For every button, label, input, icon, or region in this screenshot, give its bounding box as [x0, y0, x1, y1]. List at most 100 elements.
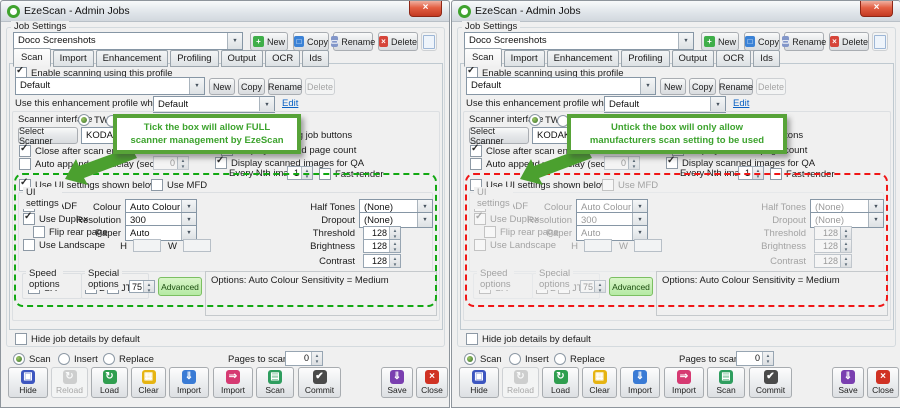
- tab-profiling[interactable]: Profiling: [170, 50, 219, 67]
- mode-scan-radio[interactable]: [464, 353, 476, 365]
- job-document-button[interactable]: [421, 32, 437, 51]
- mode-insert-radio[interactable]: [509, 353, 521, 365]
- auto-append-delay-spinner[interactable]: 0: [604, 156, 640, 170]
- scan-profile-delete-button[interactable]: Delete: [756, 78, 786, 95]
- job-profile-select[interactable]: Doco Screenshots: [464, 32, 694, 50]
- scan-button[interactable]: ▤ Scan: [707, 367, 745, 398]
- colour-select[interactable]: Auto Colour: [576, 199, 648, 215]
- use-landscape-checkbox[interactable]: [23, 239, 35, 251]
- flip-rear-option[interactable]: Flip rear page: [33, 226, 108, 238]
- window-close-button[interactable]: ×: [409, 1, 442, 17]
- tab-enhancement[interactable]: Enhancement: [546, 50, 620, 67]
- height-input[interactable]: [133, 239, 161, 252]
- height-input[interactable]: [584, 239, 612, 252]
- paper-select[interactable]: Auto: [576, 225, 648, 241]
- scan-button[interactable]: ▤ Scan: [256, 367, 294, 398]
- tab-profiling[interactable]: Profiling: [621, 50, 670, 67]
- use-duplex-option[interactable]: Use Duplex: [23, 211, 88, 225]
- every-nth-image-spinner[interactable]: 1: [738, 166, 764, 180]
- titlebar[interactable]: EzeScan - Admin Jobs ×: [1, 1, 449, 22]
- hide-job-details-checkbox[interactable]: [466, 333, 478, 345]
- load-button[interactable]: ↻ Load: [542, 367, 579, 398]
- job-profile-select[interactable]: Doco Screenshots: [13, 32, 243, 50]
- tab-output[interactable]: Output: [220, 50, 264, 67]
- tab-import[interactable]: Import: [503, 50, 545, 67]
- use-landscape-checkbox[interactable]: [474, 239, 486, 251]
- width-input[interactable]: [634, 239, 662, 252]
- display-qa-option[interactable]: Display scanned images for QA: [666, 155, 815, 169]
- hide-button[interactable]: ▣ Hide: [459, 367, 499, 398]
- tab-ocr[interactable]: OCR: [265, 50, 301, 67]
- display-qa-checkbox[interactable]: [215, 155, 227, 169]
- tab-ids[interactable]: Ids: [302, 50, 329, 67]
- tab-enhancement[interactable]: Enhancement: [95, 50, 169, 67]
- close-after-scan-option[interactable]: Close after scan ends: [19, 143, 127, 157]
- import-file-button[interactable]: ⇓ Import: [620, 367, 660, 398]
- display-qa-option[interactable]: Display scanned images for QA: [215, 155, 364, 169]
- job-new-button[interactable]: + New: [250, 32, 288, 51]
- job-rename-button[interactable]: ▭ Rename: [781, 32, 826, 51]
- contrast-spinner[interactable]: 128: [814, 254, 852, 268]
- job-rename-button[interactable]: ▭ Rename: [330, 32, 375, 51]
- hide-job-details-option[interactable]: Hide job details by default: [466, 333, 591, 345]
- job-copy-button[interactable]: □ Copy: [744, 32, 780, 51]
- brightness-spinner[interactable]: 128: [363, 239, 401, 253]
- pages-to-scan-spinner[interactable]: 0: [285, 351, 323, 366]
- tab-output[interactable]: Output: [671, 50, 715, 67]
- paper-select[interactable]: Auto: [125, 225, 197, 241]
- fast-render-option[interactable]: Fast render: [319, 168, 384, 180]
- auto-append-checkbox[interactable]: [19, 158, 31, 170]
- save-button[interactable]: ⇓ Save: [381, 367, 413, 398]
- mode-scan-radio[interactable]: [13, 353, 25, 365]
- select-scanner-button[interactable]: Select Scanner: [469, 126, 529, 146]
- twain-radio[interactable]: [78, 114, 90, 126]
- resolution-select[interactable]: 300: [576, 212, 648, 228]
- auto-append-checkbox[interactable]: [470, 158, 482, 170]
- mode-insert-radio[interactable]: [58, 353, 70, 365]
- mode-scan-radio-option[interactable]: Scan: [13, 353, 51, 365]
- use-duplex-option[interactable]: Use Duplex: [474, 211, 539, 225]
- job-document-button[interactable]: [872, 32, 888, 51]
- import-folder-button[interactable]: ⇒ Import: [664, 367, 704, 398]
- brightness-spinner[interactable]: 128: [814, 239, 852, 253]
- reload-button[interactable]: ↻ Reload: [51, 367, 88, 398]
- colour-select[interactable]: Auto Colour: [125, 199, 197, 215]
- scan-profile-rename-button[interactable]: Rename: [719, 78, 753, 95]
- scan-profile-select[interactable]: Default: [15, 77, 205, 95]
- advanced-button[interactable]: Advanced: [609, 277, 653, 296]
- use-mfd-option[interactable]: Use MFD: [602, 179, 658, 191]
- close-button[interactable]: × Close: [416, 367, 448, 398]
- mode-scan-radio-option[interactable]: Scan: [464, 353, 502, 365]
- job-delete-button[interactable]: × Delete: [378, 32, 418, 51]
- enhancement-profile-select[interactable]: Default: [604, 96, 726, 113]
- jt-value-spinner[interactable]: 75: [129, 280, 155, 293]
- twain-radio[interactable]: [529, 114, 541, 126]
- dropout-select[interactable]: (None): [359, 212, 433, 228]
- enhancement-profile-select[interactable]: Default: [153, 96, 275, 113]
- flip-rear-option[interactable]: Flip rear page: [484, 226, 559, 238]
- select-scanner-button[interactable]: Select Scanner: [18, 126, 78, 146]
- import-folder-button[interactable]: ⇒ Import: [213, 367, 253, 398]
- mode-replace-radio-option[interactable]: Replace: [103, 353, 154, 365]
- import-file-button[interactable]: ⇓ Import: [169, 367, 209, 398]
- use-landscape-option[interactable]: Use Landscape: [23, 239, 105, 251]
- clear-button[interactable]: ▦ Clear: [582, 367, 617, 398]
- scan-profile-select[interactable]: Default: [466, 77, 656, 95]
- tab-ids[interactable]: Ids: [753, 50, 780, 67]
- hide-job-details-option[interactable]: Hide job details by default: [15, 333, 140, 345]
- hide-button[interactable]: ▣ Hide: [8, 367, 48, 398]
- edit-enhancement-link[interactable]: Edit: [733, 98, 750, 109]
- scan-profile-new-button[interactable]: New: [209, 78, 235, 95]
- hide-job-details-checkbox[interactable]: [15, 333, 27, 345]
- tab-ocr[interactable]: OCR: [716, 50, 752, 67]
- auto-append-delay-spinner[interactable]: 0: [153, 156, 189, 170]
- use-landscape-option[interactable]: Use Landscape: [474, 239, 556, 251]
- use-mfd-option[interactable]: Use MFD: [151, 179, 207, 191]
- tab-import[interactable]: Import: [52, 50, 94, 67]
- scan-profile-delete-button[interactable]: Delete: [305, 78, 335, 95]
- load-button[interactable]: ↻ Load: [91, 367, 128, 398]
- half-tones-select[interactable]: (None): [359, 199, 433, 215]
- flip-rear-checkbox[interactable]: [484, 226, 496, 238]
- pages-to-scan-spinner[interactable]: 0: [736, 351, 774, 366]
- window-close-button[interactable]: ×: [860, 1, 893, 17]
